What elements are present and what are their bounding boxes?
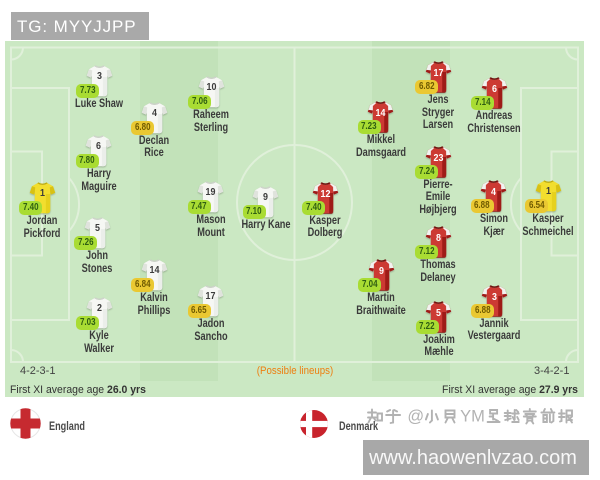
svg-text:M: M (472, 409, 486, 427)
svg-text:@: @ (409, 409, 426, 427)
svg-text:M: M (471, 408, 485, 426)
svg-text:Y: Y (461, 409, 472, 427)
svg-text:Y: Y (460, 408, 471, 426)
svg-text:@: @ (407, 408, 424, 426)
